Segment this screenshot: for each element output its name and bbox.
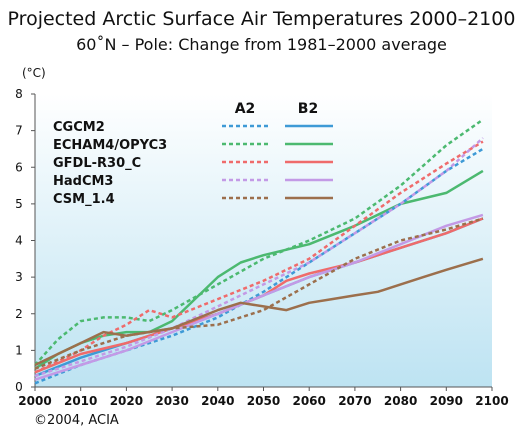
legend: A2 B2 CGCM2 ECHAM4/OPYC3 GFDL-R30_C HadCM3 CSM…	[53, 101, 333, 207]
copyright-text: ©2004, ACIA	[34, 413, 119, 428]
legend-header-a2: A2	[235, 101, 256, 117]
x-tick-label: 2060	[292, 394, 325, 408]
series-line-gfdl-r30-c-a2	[34, 140, 484, 374]
legend-header-b2: B2	[298, 101, 318, 117]
x-tick-label: 2100	[475, 394, 508, 408]
x-tick-label: 2080	[384, 394, 417, 408]
y-tick-label: 5	[15, 197, 23, 211]
y-tick-label: 6	[15, 160, 23, 174]
legend-label: HadCM3	[53, 174, 113, 189]
plot-background	[35, 94, 492, 387]
series-line-echam4-opyc3-a2	[34, 118, 484, 366]
series-line-csm-1-4-a2	[34, 217, 484, 370]
x-tick-label: 2070	[338, 394, 371, 408]
series-line-cgcm2-a2	[34, 147, 484, 385]
y-axis-unit-label: (°C)	[22, 66, 46, 80]
series-line-echam4-opyc3-b2	[34, 169, 484, 370]
y-tick-label: 2	[15, 307, 23, 321]
axes: 0 1 2 3 4 5 6 7 8 2000 2010 2020 2030 2040 2050 2060 207…	[15, 87, 509, 408]
series-line-gfdl-r30-c-b2	[34, 217, 484, 374]
x-tick-label: 2090	[430, 394, 463, 408]
series-line-csm-1-4-b2	[34, 257, 484, 367]
x-tick-label: 2050	[247, 394, 280, 408]
x-tick-label: 2040	[201, 394, 234, 408]
series-line-hadcm3-a2	[34, 137, 484, 378]
y-tick-label: 0	[15, 380, 23, 394]
legend-label: CSM_1.4	[53, 192, 115, 207]
x-tick-label: 2030	[155, 394, 188, 408]
y-tick-label: 3	[15, 270, 23, 284]
legend-label: ECHAM4/OPYC3	[53, 138, 167, 153]
x-tick-label: 2010	[64, 394, 97, 408]
y-tick-label: 4	[15, 234, 23, 248]
x-tick-label: 2020	[110, 394, 143, 408]
y-tick-label: 8	[15, 87, 23, 101]
chart-title: Projected Arctic Surface Air Temperature…	[7, 8, 516, 30]
y-tick-label: 1	[15, 343, 23, 357]
y-tick-label: 7	[15, 124, 23, 138]
legend-label: GFDL-R30_C	[53, 156, 141, 171]
chart-subtitle: 60˚N – Pole: Change from 1981–2000 avera…	[76, 35, 447, 54]
legend-label: CGCM2	[53, 120, 105, 135]
x-tick-label: 2000	[18, 394, 51, 408]
series-lines	[34, 118, 484, 385]
